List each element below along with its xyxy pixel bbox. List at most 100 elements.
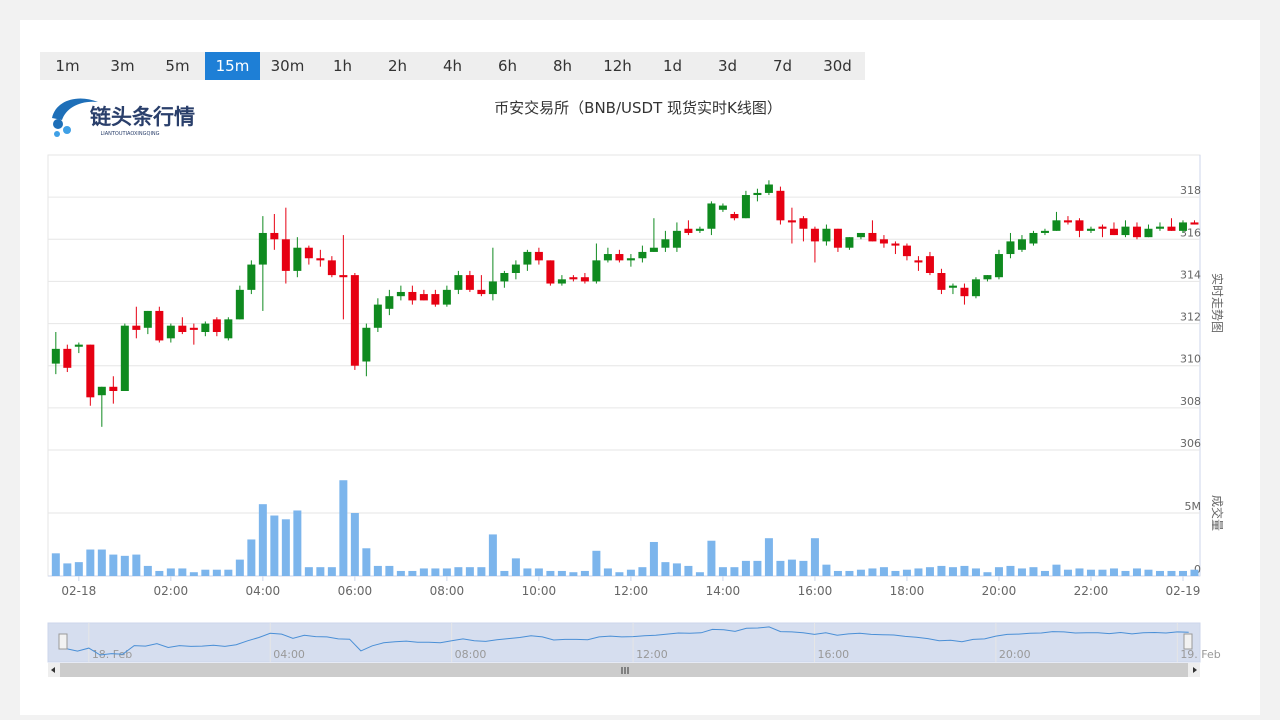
volume-bar — [1132, 568, 1141, 576]
volume-bar — [408, 570, 417, 576]
chart-title: 币安交易所（BNB/USDT 现货实时K线图） — [494, 99, 782, 117]
candle-body — [1121, 226, 1130, 236]
candle-body — [937, 273, 946, 290]
candle-body — [810, 228, 819, 242]
candle-body — [983, 275, 992, 280]
candle-body — [925, 256, 934, 273]
volume-bar — [741, 560, 750, 576]
candle-body — [1178, 222, 1187, 231]
volume-bar — [316, 567, 325, 576]
period-button[interactable]: 8h — [552, 57, 573, 75]
volume-bar — [1052, 564, 1061, 576]
candle-body — [1109, 228, 1118, 236]
volume-bar — [189, 572, 198, 576]
volume-bar — [201, 569, 210, 576]
volume-bar — [718, 567, 727, 576]
period-button[interactable]: 3d — [717, 57, 738, 75]
period-buttons: 1m 3m 5m 15m 30m 1h 2h 4h 6h 8h 12h 1d 3d 7d 30d — [40, 52, 865, 80]
candle-body — [891, 243, 900, 246]
x-tick-label: 04:00 — [246, 584, 281, 598]
volume-bar — [730, 567, 739, 576]
navigator-bg — [47, 622, 1201, 663]
candle-body — [235, 289, 244, 320]
volume-bar — [868, 568, 877, 576]
navigator-label: 08:00 — [455, 648, 487, 661]
volume-bar — [649, 541, 658, 576]
volume-bar — [63, 563, 72, 576]
period-button[interactable]: 15m — [205, 52, 260, 80]
x-tick-label: 16:00 — [798, 584, 833, 598]
candle-body — [960, 287, 969, 297]
period-button[interactable]: 1m — [55, 57, 80, 75]
candle-body — [592, 260, 601, 282]
volume-bar — [787, 559, 796, 576]
volume-bar — [1017, 568, 1026, 576]
candle-body — [971, 279, 980, 297]
y2-tick-label: 0 — [1194, 563, 1201, 576]
candle-body — [408, 291, 417, 301]
period-button[interactable]: 7d — [772, 57, 793, 75]
period-button[interactable]: 1d — [662, 57, 683, 75]
candle-body — [74, 344, 83, 347]
candle-body — [178, 325, 187, 332]
period-button[interactable]: 12h — [603, 57, 632, 75]
volume-bar — [1155, 570, 1164, 576]
volume-bar — [270, 515, 279, 576]
volume-bar — [74, 562, 83, 576]
candle-body — [201, 323, 210, 332]
candle-body — [833, 228, 842, 248]
candle-body — [557, 279, 566, 284]
volume-bar — [661, 562, 670, 576]
candle-body — [868, 232, 877, 242]
period-button[interactable]: 4h — [442, 57, 463, 75]
period-button[interactable]: 3m — [110, 57, 135, 75]
volume-bar — [97, 549, 106, 576]
candle-body — [695, 228, 704, 231]
navigator-handle[interactable] — [58, 633, 68, 650]
volume-bar — [684, 565, 693, 576]
scrollbar-grip — [621, 667, 629, 674]
volume-bar — [764, 538, 773, 576]
candle-body — [822, 228, 831, 242]
candle-body — [155, 310, 164, 341]
period-button[interactable]: 1h — [332, 57, 353, 75]
candle-body — [327, 260, 336, 276]
period-button[interactable]: 2h — [387, 57, 408, 75]
candle-body — [649, 247, 658, 252]
candle-body — [373, 304, 382, 328]
x-tick-label: 06:00 — [338, 584, 373, 598]
candle-body — [718, 205, 727, 210]
candle-body — [97, 386, 106, 396]
candle-body — [1040, 230, 1049, 233]
navigator-label: 19. Feb — [1180, 648, 1220, 661]
candle-body — [465, 275, 474, 290]
navigator-label: 20:00 — [999, 648, 1031, 661]
candle-body — [994, 254, 1003, 278]
period-button[interactable]: 5m — [165, 57, 190, 75]
volume-bar — [224, 569, 233, 576]
volume-bar — [431, 568, 440, 576]
volume-bar — [511, 558, 520, 576]
candle-body — [396, 291, 405, 297]
logo-text: 链头条行情 — [90, 105, 195, 129]
candle-body — [845, 237, 854, 248]
period-button[interactable]: 30m — [270, 57, 305, 75]
candle-body — [1006, 241, 1015, 255]
candle-body — [86, 344, 95, 398]
period-button[interactable]: 6h — [497, 57, 518, 75]
volume-bar — [442, 568, 451, 576]
volume-bar — [339, 480, 348, 576]
scrollbar-thumb[interactable] — [60, 663, 1188, 677]
candle-body — [1063, 220, 1072, 223]
volume-bar — [810, 538, 819, 576]
y-tick-label: 308 — [1180, 395, 1201, 408]
x-tick-label: 08:00 — [430, 584, 465, 598]
candle-body — [741, 195, 750, 219]
period-button[interactable]: 30d — [823, 57, 852, 75]
volume-bar — [1006, 565, 1015, 576]
navigator-handle[interactable] — [1183, 633, 1193, 650]
x-tick-label: 10:00 — [522, 584, 557, 598]
candle-body — [626, 258, 635, 261]
volume-bar — [454, 567, 463, 576]
